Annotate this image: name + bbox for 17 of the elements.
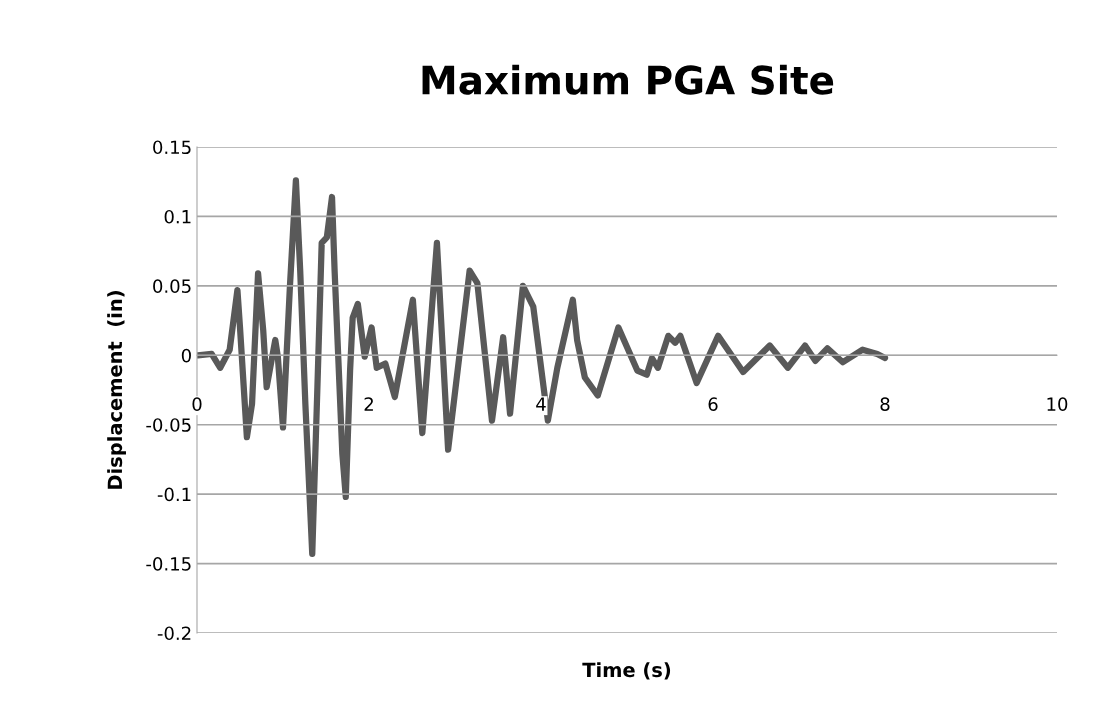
y-axis-title: Displacement (in)	[107, 291, 126, 489]
x-axis-title: Time (s)	[582, 662, 671, 680]
y-tick-label: -0.1	[157, 487, 191, 502]
x-tick-label: 6	[708, 397, 718, 411]
y-tick-label: 0.15	[153, 140, 191, 155]
x-tick-label: 10	[1047, 397, 1068, 411]
y-tick-label: -0.15	[146, 557, 191, 571]
x-tick-label: 0	[192, 397, 202, 411]
y-tick-label: 0.1	[164, 209, 191, 224]
y-tick-label: 0.05	[153, 279, 191, 293]
y-tick-label: -0.2	[157, 626, 191, 641]
x-tick-label: 8	[880, 397, 890, 411]
y-tick-label: -0.05	[146, 418, 191, 432]
x-tick-label: 2	[364, 397, 373, 411]
y-tick-label: 0	[181, 348, 191, 363]
chart-title: Maximum PGA Site	[422, 64, 834, 95]
x-tick-label: 4	[536, 397, 546, 411]
